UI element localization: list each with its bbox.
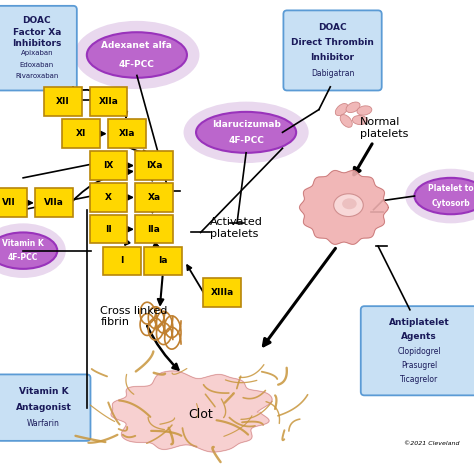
Text: Cross linked
fibrin: Cross linked fibrin (100, 306, 168, 328)
FancyBboxPatch shape (90, 87, 128, 116)
Text: Ticagrelor: Ticagrelor (400, 375, 438, 384)
Ellipse shape (342, 198, 356, 209)
Text: Prasugrel: Prasugrel (401, 361, 437, 370)
Ellipse shape (340, 115, 352, 128)
Text: Inhibitor: Inhibitor (310, 54, 355, 63)
Ellipse shape (0, 223, 66, 278)
Text: XIa: XIa (118, 129, 135, 138)
FancyBboxPatch shape (0, 374, 91, 441)
FancyBboxPatch shape (283, 10, 382, 91)
Text: Platelet to: Platelet to (428, 184, 474, 193)
Text: Warfarin: Warfarin (27, 419, 60, 428)
FancyBboxPatch shape (135, 215, 173, 243)
Text: Agents: Agents (401, 332, 437, 341)
Text: Cytosorb: Cytosorb (431, 199, 470, 208)
Text: Ia: Ia (158, 256, 168, 265)
Text: Normal
platelets: Normal platelets (360, 117, 408, 138)
Text: Clot: Clot (188, 408, 213, 421)
Text: Inhibitors: Inhibitors (12, 39, 62, 48)
Ellipse shape (74, 21, 200, 89)
Text: XIIIa: XIIIa (210, 288, 234, 297)
FancyBboxPatch shape (203, 278, 241, 307)
Text: Direct Thrombin: Direct Thrombin (291, 38, 374, 47)
FancyBboxPatch shape (361, 306, 474, 395)
Text: Vitamin K: Vitamin K (2, 239, 44, 248)
Text: XII: XII (56, 97, 70, 106)
Text: Clopidogrel: Clopidogrel (397, 346, 441, 356)
Text: Rivaroxaban: Rivaroxaban (15, 73, 58, 79)
Text: 4F-PCC: 4F-PCC (228, 136, 264, 145)
Text: DOAC: DOAC (22, 16, 51, 25)
FancyBboxPatch shape (144, 246, 182, 275)
Text: Xa: Xa (147, 193, 161, 201)
FancyBboxPatch shape (108, 119, 146, 148)
Ellipse shape (87, 32, 187, 78)
Text: Vitamin K: Vitamin K (19, 387, 68, 396)
FancyBboxPatch shape (103, 246, 141, 275)
FancyBboxPatch shape (135, 183, 173, 211)
Ellipse shape (352, 116, 367, 125)
Text: Adexanet alfa: Adexanet alfa (101, 41, 173, 50)
Text: DOAC: DOAC (318, 23, 347, 32)
Polygon shape (111, 371, 272, 452)
Text: Antiplatelet: Antiplatelet (389, 318, 449, 327)
Text: IXa: IXa (146, 161, 162, 170)
Ellipse shape (346, 102, 360, 113)
Text: Activated
platelets: Activated platelets (210, 217, 263, 239)
FancyBboxPatch shape (44, 87, 82, 116)
FancyBboxPatch shape (90, 183, 128, 211)
Text: 4F-PCC: 4F-PCC (8, 254, 38, 263)
Text: IIa: IIa (147, 225, 160, 234)
FancyBboxPatch shape (135, 151, 173, 180)
Text: Edoxaban: Edoxaban (19, 62, 54, 68)
FancyBboxPatch shape (90, 151, 128, 180)
FancyBboxPatch shape (0, 188, 27, 217)
Polygon shape (300, 171, 388, 244)
FancyBboxPatch shape (90, 215, 128, 243)
Text: Idarucizumab: Idarucizumab (212, 119, 281, 128)
Ellipse shape (196, 112, 296, 153)
Text: Dabigatran: Dabigatran (311, 69, 354, 78)
Text: I: I (120, 256, 124, 265)
Text: XI: XI (76, 129, 86, 138)
FancyBboxPatch shape (35, 188, 73, 217)
Ellipse shape (0, 232, 57, 269)
Ellipse shape (357, 106, 372, 115)
Ellipse shape (414, 178, 474, 214)
Text: IX: IX (103, 161, 114, 170)
Text: 4F-PCC: 4F-PCC (119, 60, 155, 69)
Text: X: X (105, 193, 112, 201)
Ellipse shape (334, 194, 363, 217)
FancyBboxPatch shape (0, 6, 77, 91)
Text: XIIa: XIIa (99, 97, 118, 106)
Text: ©2021 Cleveland: ©2021 Cleveland (404, 441, 460, 447)
Ellipse shape (183, 101, 309, 163)
Ellipse shape (405, 169, 474, 223)
Ellipse shape (335, 103, 348, 116)
Text: VII: VII (1, 198, 15, 207)
Text: Apixaban: Apixaban (20, 50, 53, 56)
FancyBboxPatch shape (62, 119, 100, 148)
Text: Factor Xa: Factor Xa (13, 27, 61, 36)
Text: VIIa: VIIa (44, 198, 64, 207)
Text: II: II (105, 225, 112, 234)
Text: Antagonist: Antagonist (16, 403, 72, 412)
